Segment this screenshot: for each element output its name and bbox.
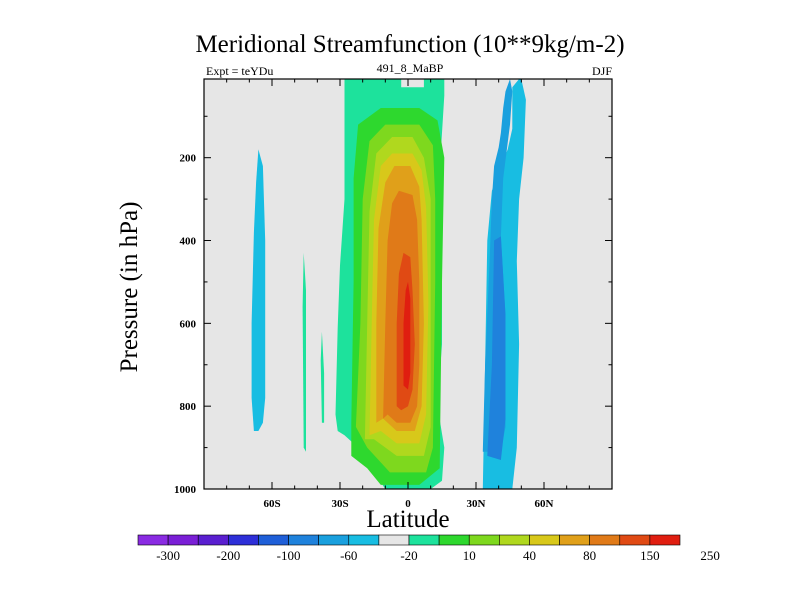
colorbar-label: 250 [700,548,720,563]
colorbar-label: 40 [523,548,536,563]
colorbar-swatch [438,534,470,546]
experiment-label: Expt = teYDu [206,64,273,78]
y-tick-label: 1000 [174,484,197,496]
colorbar-swatch [258,534,289,546]
colorbar-swatch [468,534,500,546]
colorbar-swatch [228,534,259,546]
x-axis: 60S 30S 0 30N 60N [226,79,590,510]
x-tick-label: 60N [535,498,554,510]
y-tick-label: 200 [180,153,197,165]
y-axis-label: Pressure (in hPa) [116,202,143,373]
colorbar-swatch [288,534,319,546]
chart-title: Meridional Streamfunction (10**9kg/m-2) [195,31,624,58]
y-tick-label: 600 [180,318,197,330]
colorbar-swatch [559,534,590,546]
x-tick-label: 0 [405,498,411,510]
colorbar-swatch [318,534,350,546]
colorbar-swatch [197,534,229,546]
x-tick-label: 30N [467,498,486,510]
colorbar: -300 -200 -100 -60 -20 10 40 80 150 250 [137,534,720,563]
colorbar-swatch [529,534,560,546]
colorbar-swatch [348,534,380,546]
period-label: 491_8_MaBP [377,61,444,75]
contour-region-6 [320,331,325,423]
colorbar-swatch [619,534,651,546]
y-axis: 200 400 600 800 1000 [174,115,612,496]
colorbar-label: 10 [463,548,476,563]
colorbar-swatch [649,534,681,546]
colorbar-label: -100 [277,548,301,563]
colorbar-swatch [408,534,440,546]
x-axis-label: Latitude [366,506,449,533]
colorbar-swatch [378,534,410,546]
season-label: DJF [592,64,612,78]
colorbar-swatch [167,534,199,546]
colorbar-label: 80 [583,548,596,563]
colorbar-label: -300 [156,548,180,563]
contour-layer [251,79,526,489]
colorbar-label: -60 [340,548,357,563]
colorbar-swatch [499,534,530,546]
contour-region-1 [251,149,266,431]
contour-region-5 [302,252,306,452]
y-tick-label: 800 [180,401,197,413]
y-tick-label: 400 [180,236,197,248]
colorbar-swatch [589,534,621,546]
contour-region-4 [487,236,506,460]
colorbar-label: 150 [640,548,660,563]
colorbar-swatch [137,534,169,546]
colorbar-label: -20 [400,548,417,563]
colorbar-label: -200 [216,548,240,563]
contour-region-15 [403,281,411,390]
x-tick-label: 60S [263,498,280,510]
x-tick-label: 30S [331,498,348,510]
